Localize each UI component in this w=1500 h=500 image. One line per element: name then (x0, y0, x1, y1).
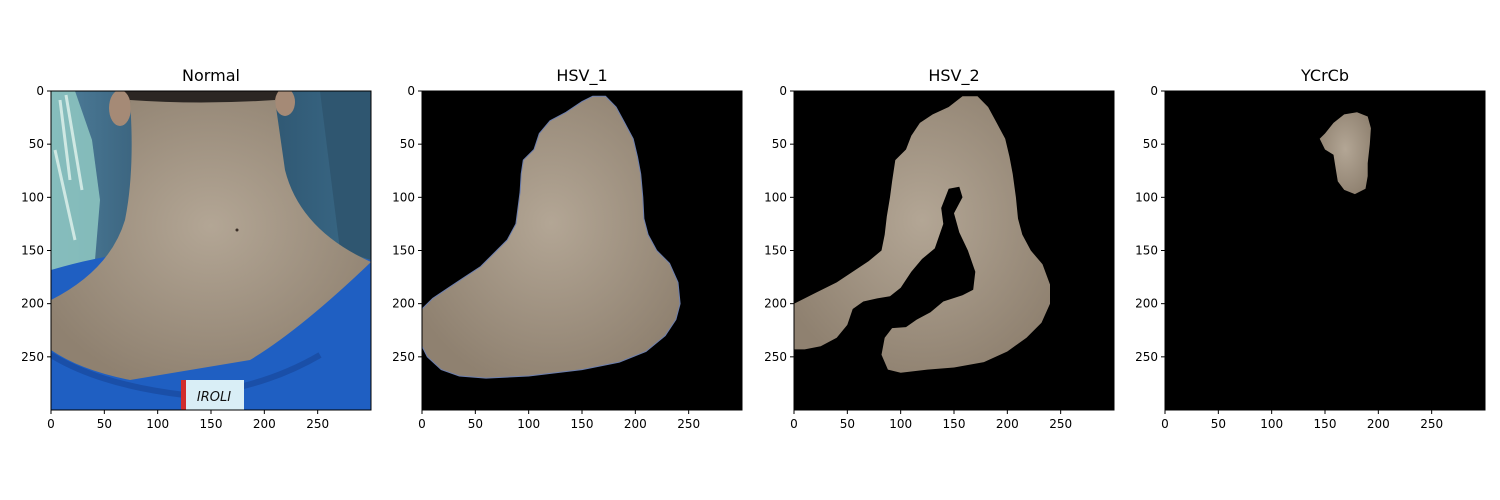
y-tick-label: 50 (772, 137, 787, 151)
y-tick-label: 0 (779, 84, 787, 98)
tick-group: 0 50 100 150 200 250 0 50 100 150 200 250 (392, 84, 700, 431)
y-tick-label: 0 (407, 84, 415, 98)
panel-title: Normal (182, 66, 240, 85)
x-tick-label: 250 (306, 417, 329, 431)
skin-mask (421, 95, 681, 379)
x-tick-label: 150 (1314, 417, 1337, 431)
panel-title: HSV_1 (556, 66, 607, 86)
panel-normal: Normal IROLI 0 50 100 15 (21, 66, 372, 431)
x-tick-label: 0 (1161, 417, 1169, 431)
tick-group: 0 50 100 150 200 250 0 50 100 150 200 250 (21, 84, 329, 431)
x-tick-label: 50 (840, 417, 855, 431)
x-tick-label: 100 (146, 417, 169, 431)
y-tick-label: 150 (1135, 244, 1158, 258)
y-tick-label: 200 (392, 297, 415, 311)
x-tick-label: 50 (1211, 417, 1226, 431)
skin-mask (794, 96, 1050, 373)
x-tick-label: 100 (1260, 417, 1283, 431)
x-tick-label: 250 (677, 417, 700, 431)
tick-group: 0 50 100 150 200 250 0 50 100 150 200 250 (764, 84, 1072, 431)
panel-ycrcb: YCrCb 0 50 100 150 200 250 0 50 100 150 200 250 (1135, 66, 1486, 431)
x-tick-label: 0 (790, 417, 798, 431)
x-tick-label: 0 (47, 417, 55, 431)
y-tick-label: 0 (36, 84, 44, 98)
x-tick-label: 0 (418, 417, 426, 431)
tick-group: 0 50 100 150 200 250 0 50 100 150 200 250 (1135, 84, 1443, 431)
y-tick-label: 150 (764, 244, 787, 258)
x-tick-label: 100 (517, 417, 540, 431)
x-tick-label: 50 (468, 417, 483, 431)
y-tick-label: 150 (392, 244, 415, 258)
x-tick-label: 150 (571, 417, 594, 431)
x-tick-label: 150 (200, 417, 223, 431)
y-tick-label: 100 (392, 190, 415, 204)
name-tag-text: IROLI (197, 390, 231, 405)
y-tick-label: 100 (764, 190, 787, 204)
photo-normal: IROLI (51, 91, 371, 410)
x-tick-label: 200 (624, 417, 647, 431)
panel-hsv-1: HSV_1 0 50 100 150 200 250 0 50 100 150 200 250 (392, 66, 743, 431)
y-tick-label: 250 (764, 350, 787, 364)
y-tick-label: 100 (21, 190, 44, 204)
x-tick-label: 100 (889, 417, 912, 431)
y-tick-label: 50 (29, 137, 44, 151)
x-tick-label: 200 (253, 417, 276, 431)
x-tick-label: 200 (1367, 417, 1390, 431)
y-tick-label: 150 (21, 244, 44, 258)
panel-title: HSV_2 (928, 66, 979, 86)
panel-hsv-2: HSV_2 0 50 100 150 200 250 0 50 100 150 200 250 (764, 66, 1115, 431)
x-tick-label: 150 (943, 417, 966, 431)
y-tick-label: 0 (1150, 84, 1158, 98)
y-tick-label: 200 (21, 297, 44, 311)
y-tick-label: 250 (1135, 350, 1158, 364)
x-tick-label: 200 (996, 417, 1019, 431)
y-tick-label: 100 (1135, 190, 1158, 204)
x-tick-label: 50 (97, 417, 112, 431)
y-tick-label: 50 (1143, 137, 1158, 151)
x-tick-label: 250 (1049, 417, 1072, 431)
y-tick-label: 250 (392, 350, 415, 364)
y-tick-label: 200 (1135, 297, 1158, 311)
panel-title: YCrCb (1300, 66, 1349, 85)
skin-mask (1319, 112, 1371, 195)
y-tick-label: 250 (21, 350, 44, 364)
x-tick-label: 250 (1420, 417, 1443, 431)
y-tick-label: 50 (400, 137, 415, 151)
y-tick-label: 200 (764, 297, 787, 311)
